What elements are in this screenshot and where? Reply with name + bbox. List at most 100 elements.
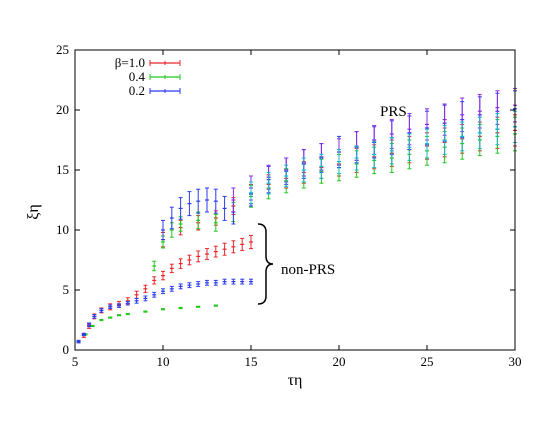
data-point [231,187,236,213]
data-point [169,206,174,230]
data-point [249,181,253,205]
data-point [213,245,218,258]
series-0 [76,114,517,344]
data-point [187,254,192,266]
data-point [117,314,121,317]
data-point [301,157,306,183]
data-point [92,314,97,319]
data-point [169,285,174,292]
data-point [213,188,218,214]
annotation-non-prs: non-PRS [281,262,335,278]
data-point [196,305,201,308]
data-point [205,279,209,286]
annotation-prs: PRS [380,104,407,120]
y-tick-label: 10 [56,222,69,237]
data-point [425,128,429,159]
data-point [161,308,165,311]
data-point [205,248,209,260]
data-point [407,133,412,161]
y-axis-title: ξη [25,204,42,220]
data-point [87,322,92,328]
data-point [231,278,236,285]
data-point [99,318,104,322]
plot-frame [74,49,516,351]
data-point [266,171,271,195]
data-point [178,258,183,269]
y-tick-label: 25 [56,42,69,57]
data-point [249,234,253,250]
series-2 [76,90,517,344]
data-point [213,213,218,232]
data-point [152,291,157,298]
data-point [213,279,218,286]
data-point [196,211,201,230]
data-point [372,140,377,169]
data-point [125,300,130,306]
data-point [196,281,201,287]
data-point [213,304,218,307]
data-point [143,310,148,313]
series-1 [76,116,517,343]
legend: β=1.00.40.2 [115,55,181,98]
data-point [161,288,165,295]
y-tick-label: 0 [63,342,70,357]
x-tick-label: 30 [509,354,522,369]
data-point [240,237,245,251]
data-point [337,149,341,175]
data-point [76,339,81,344]
y-tick-label: 5 [63,282,70,297]
data-point [161,219,165,241]
y-tick-label: 15 [56,162,69,177]
data-point [125,312,130,316]
data-point [187,191,192,217]
data-layer [76,87,517,344]
data-point [196,250,201,263]
legend-label: 0.4 [129,69,146,84]
data-point [161,270,165,281]
data-point [240,278,245,285]
x-tick-label: 25 [421,354,434,369]
legend-label: β=1.0 [115,55,145,70]
legend-label: 0.2 [129,83,145,98]
data-point [152,276,157,285]
data-point [249,278,253,285]
non-prs-brace [257,223,274,305]
data-point [143,295,148,302]
data-point [108,316,113,319]
x-tick-label: 10 [157,354,170,369]
data-point [143,284,148,293]
data-point [99,308,104,313]
data-point [477,116,482,149]
data-point [442,125,447,155]
data-point [460,121,465,152]
data-point [222,278,227,285]
series-4 [249,110,517,205]
x-tick-label: 15 [245,354,258,369]
data-point [222,242,227,256]
data-point [108,304,113,310]
x-axis-title: τη [288,372,303,389]
data-point [319,153,324,179]
data-point [134,290,139,299]
data-point [117,303,121,308]
data-point [231,240,236,254]
x-tick-label: 20 [333,354,346,369]
x-tick-label: 5 [72,354,79,369]
data-point [178,306,183,310]
data-point [169,263,174,274]
data-point [495,113,500,146]
y-tick-label: 20 [56,102,69,117]
data-point [178,283,183,290]
data-point [187,282,192,289]
data-point [222,195,227,221]
data-point [205,187,209,213]
data-point [354,145,359,171]
data-point [134,297,139,304]
data-point [389,137,394,165]
data-point [178,197,183,220]
data-point [81,332,86,337]
data-point [152,260,157,272]
data-point [284,164,289,188]
